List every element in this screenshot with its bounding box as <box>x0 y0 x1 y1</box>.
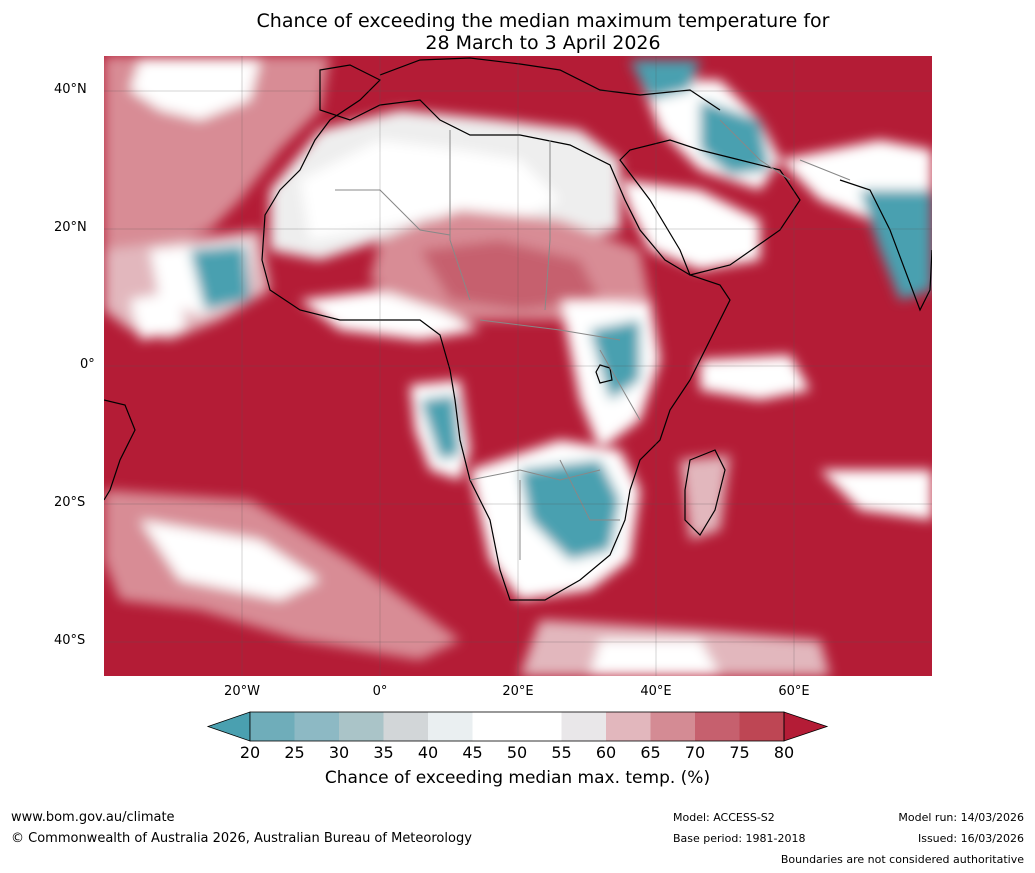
colorbar-tick: 35 <box>373 743 394 762</box>
lat-label-20n: 20°N <box>54 220 87 235</box>
lat-label-20s: 20°S <box>54 495 86 510</box>
colorbar-segment <box>695 712 740 741</box>
lon-label-40e: 40°E <box>640 684 672 699</box>
footer-base-period: Base period: 1981-2018 <box>673 832 806 845</box>
graticule <box>104 56 932 676</box>
colorbar-tick: 65 <box>640 743 661 762</box>
colorbar-tick: 25 <box>284 743 305 762</box>
colorbar-segment <box>428 712 473 741</box>
footer-website[interactable]: www.bom.gov.au/climate <box>11 810 175 825</box>
colorbar-segment <box>472 712 517 741</box>
footer-copyright: © Commonwealth of Australia 2026, Austra… <box>11 831 472 846</box>
colorbar-arrow-high <box>783 711 829 742</box>
colorbar-segment <box>517 712 562 741</box>
coastlines <box>104 57 932 601</box>
colorbar-tick: 50 <box>506 743 528 762</box>
colorbar-tick: 55 <box>551 743 572 762</box>
sahara-pattern <box>270 110 650 340</box>
lat-label-40n: 40°N <box>54 82 87 97</box>
colorbar-segment <box>561 712 606 741</box>
colorbar-tick: 60 <box>595 743 617 762</box>
colorbar-tick: 75 <box>729 743 750 762</box>
lon-label-60e: 60°E <box>778 684 810 699</box>
colorbar-segment <box>250 712 295 741</box>
footer-issued: Issued: 16/03/2026 <box>917 832 1024 845</box>
footer-model-run: Model run: 14/03/2026 <box>898 811 1024 824</box>
north-atlantic-pattern <box>104 56 330 340</box>
colorbar-tick: 20 <box>239 743 261 762</box>
title-line-1: Chance of exceeding the median maximum t… <box>256 10 830 32</box>
colorbar-tick: 80 <box>773 743 795 762</box>
colorbar-segment <box>383 712 428 741</box>
southern-ocean-pattern <box>104 470 932 676</box>
colorbar-border <box>249 711 785 742</box>
colorbar-segment <box>339 712 384 741</box>
colorbar-tick: 30 <box>328 743 350 762</box>
title-line-2: 28 March to 3 April 2026 <box>425 32 661 54</box>
colorbar-arrow-low <box>206 711 251 742</box>
footer-model: Model: ACCESS-S2 <box>673 811 775 824</box>
colorbar-tick: 70 <box>684 743 706 762</box>
lon-label-20e: 20°E <box>502 684 534 699</box>
lat-label-0: 0° <box>80 357 95 372</box>
colorbar-segment <box>294 712 339 741</box>
lon-label-0: 0° <box>372 684 388 699</box>
colorbar-title: Chance of exceeding median max. temp. (%… <box>324 768 711 788</box>
colorbar-tick: 40 <box>417 743 439 762</box>
footer-disclaimer: Boundaries are not considered authoritat… <box>780 853 1024 866</box>
colorbar-segment <box>739 712 784 741</box>
lat-label-40s: 40°S <box>54 633 86 648</box>
colorbar-segment <box>650 712 695 741</box>
lon-label-20w: 20°W <box>224 684 260 699</box>
colorbar-tick: 45 <box>462 743 483 762</box>
colorbar-segment <box>606 712 651 741</box>
chart-title: Chance of exceeding the median maximum t… <box>0 10 1035 54</box>
country-borders <box>335 119 851 560</box>
southern-africa-pattern <box>470 440 730 600</box>
